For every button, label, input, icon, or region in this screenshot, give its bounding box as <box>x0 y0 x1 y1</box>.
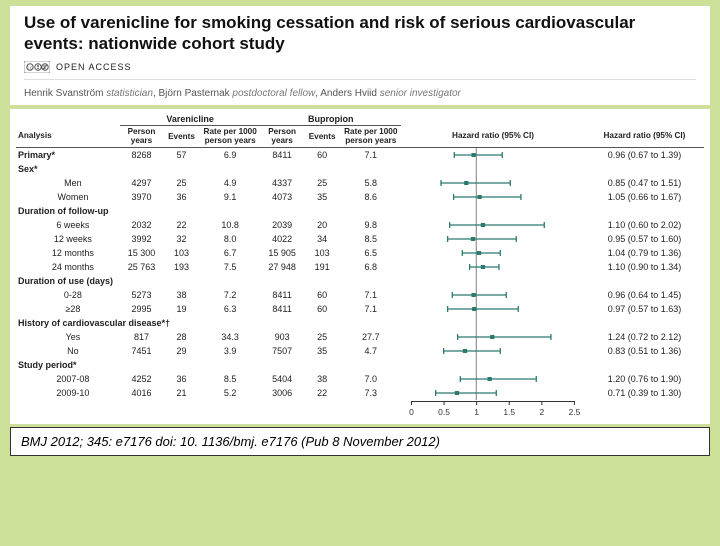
svg-text:2.5: 2.5 <box>569 408 581 417</box>
hr-text: 1.10 (0.90 to 1.34) <box>585 260 704 274</box>
table-row: Primary* 8268 57 6.9 8411 60 7.1 0.96 (0… <box>16 147 704 162</box>
forest-point <box>401 260 585 274</box>
table-top-header: Varenicline Bupropion <box>16 113 704 126</box>
table-row: 2007-08 4252 36 8.5 5404 38 7.0 1.20 (0.… <box>16 372 704 386</box>
svg-text:2: 2 <box>540 408 545 417</box>
forest-point <box>401 344 585 358</box>
col-group-varenicline: Varenicline <box>120 113 261 126</box>
forest-point <box>401 288 585 302</box>
forest-point <box>401 190 585 204</box>
col-b-events: Events <box>304 125 341 147</box>
forest-plot-panel: Varenicline Bupropion Analysis Person ye… <box>10 109 710 424</box>
row-label: 0-28 <box>16 288 120 302</box>
header-panel: Use of varenicline for smoking cessation… <box>10 6 710 105</box>
axis-row: 0 0.5 1 1.5 2 2.5 <box>16 400 704 422</box>
group-header: History of cardiovascular disease*† <box>16 316 704 330</box>
svg-text:0: 0 <box>409 408 414 417</box>
forest-tbody: Primary* 8268 57 6.9 8411 60 7.1 0.96 (0… <box>16 147 704 422</box>
forest-point <box>401 246 585 260</box>
row-label: No <box>16 344 120 358</box>
hr-text: 0.83 (0.51 to 1.36) <box>585 344 704 358</box>
row-label: Yes <box>16 330 120 344</box>
col-v-events: Events <box>163 125 200 147</box>
table-row: Men 4297 25 4.9 4337 25 5.8 0.85 (0.47 t… <box>16 176 704 190</box>
forest-point <box>401 232 585 246</box>
hr-text: 1.20 (0.76 to 1.90) <box>585 372 704 386</box>
forest-point <box>401 302 585 316</box>
col-hr-plot: Hazard ratio (95% CI) <box>401 125 585 147</box>
hr-text: 0.97 (0.57 to 1.63) <box>585 302 704 316</box>
group-header: Study period* <box>16 358 704 372</box>
col-b-py: Person years <box>260 125 303 147</box>
row-label: 6 weeks <box>16 218 120 232</box>
col-v-rate: Rate per 1000 person years <box>200 125 261 147</box>
group-header: Duration of use (days) <box>16 274 704 288</box>
col-v-py: Person years <box>120 125 163 147</box>
hr-text: 0.96 (0.67 to 1.39) <box>585 147 704 162</box>
hr-text: 0.71 (0.39 to 1.30) <box>585 386 704 400</box>
table-sub-header: Analysis Person years Events Rate per 10… <box>16 125 704 147</box>
row-label: Men <box>16 176 120 190</box>
group-header: Duration of follow-up <box>16 204 704 218</box>
col-b-rate: Rate per 1000 person years <box>341 125 402 147</box>
table-row: 0-28 5273 38 7.2 8411 60 7.1 0.96 (0.64 … <box>16 288 704 302</box>
hr-text: 1.05 (0.66 to 1.67) <box>585 190 704 204</box>
forest-point <box>401 330 585 344</box>
hr-text: 0.85 (0.47 to 1.51) <box>585 176 704 190</box>
open-access-label: OPEN ACCESS <box>56 62 132 72</box>
hr-text: 1.04 (0.79 to 1.36) <box>585 246 704 260</box>
svg-text:0.5: 0.5 <box>438 408 450 417</box>
row-label: Primary* <box>16 147 120 162</box>
row-label: 12 months <box>16 246 120 260</box>
forest-point <box>401 386 585 400</box>
row-label: ≥28 <box>16 302 120 316</box>
row-label: 2007-08 <box>16 372 120 386</box>
table-row: Yes 817 28 34.3 903 25 27.7 1.24 (0.72 t… <box>16 330 704 344</box>
row-label: 12 weeks <box>16 232 120 246</box>
svg-text:1: 1 <box>474 408 479 417</box>
table-row: No 7451 29 3.9 7507 35 4.7 0.83 (0.51 to… <box>16 344 704 358</box>
group-header: Sex* <box>16 162 704 176</box>
table-row: 2009-10 4016 21 5.2 3006 22 7.3 0.71 (0.… <box>16 386 704 400</box>
paper-title: Use of varenicline for smoking cessation… <box>24 12 696 55</box>
forest-point <box>401 147 585 162</box>
hr-text: 1.24 (0.72 to 2.12) <box>585 330 704 344</box>
hr-text: 1.10 (0.60 to 2.02) <box>585 218 704 232</box>
table-row: ≥28 2995 19 6.3 8411 60 7.1 0.97 (0.57 t… <box>16 302 704 316</box>
row-label: 24 months <box>16 260 120 274</box>
col-group-bupropion: Bupropion <box>260 113 401 126</box>
svg-text:1.5: 1.5 <box>503 408 515 417</box>
row-label: Women <box>16 190 120 204</box>
forest-point <box>401 176 585 190</box>
row-label: 2009-10 <box>16 386 120 400</box>
table-row: 12 weeks 3992 32 8.0 4022 34 8.5 0.95 (0… <box>16 232 704 246</box>
table-row: Women 3970 36 9.1 4073 35 8.6 1.05 (0.66… <box>16 190 704 204</box>
cc-icon: cc $ <box>24 61 50 73</box>
col-analysis: Analysis <box>16 125 120 147</box>
forest-point <box>401 372 585 386</box>
table-row: 24 months 25 763 193 7.5 27 948 191 6.8 … <box>16 260 704 274</box>
col-hr-text: Hazard ratio (95% CI) <box>585 125 704 147</box>
forest-table: Varenicline Bupropion Analysis Person ye… <box>16 113 704 422</box>
forest-point <box>401 218 585 232</box>
open-access-row: cc $ OPEN ACCESS <box>24 61 696 73</box>
citation-box: BMJ 2012; 345: e7176 doi: 10. 1136/bmj. … <box>10 427 710 456</box>
authors-line: Henrik Svanström statistician, Björn Pas… <box>24 79 696 99</box>
hr-text: 0.95 (0.57 to 1.60) <box>585 232 704 246</box>
hr-text: 0.96 (0.64 to 1.45) <box>585 288 704 302</box>
table-row: 6 weeks 2032 22 10.8 2039 20 9.8 1.10 (0… <box>16 218 704 232</box>
svg-text:cc: cc <box>27 65 34 71</box>
table-row: 12 months 15 300 103 6.7 15 905 103 6.5 … <box>16 246 704 260</box>
